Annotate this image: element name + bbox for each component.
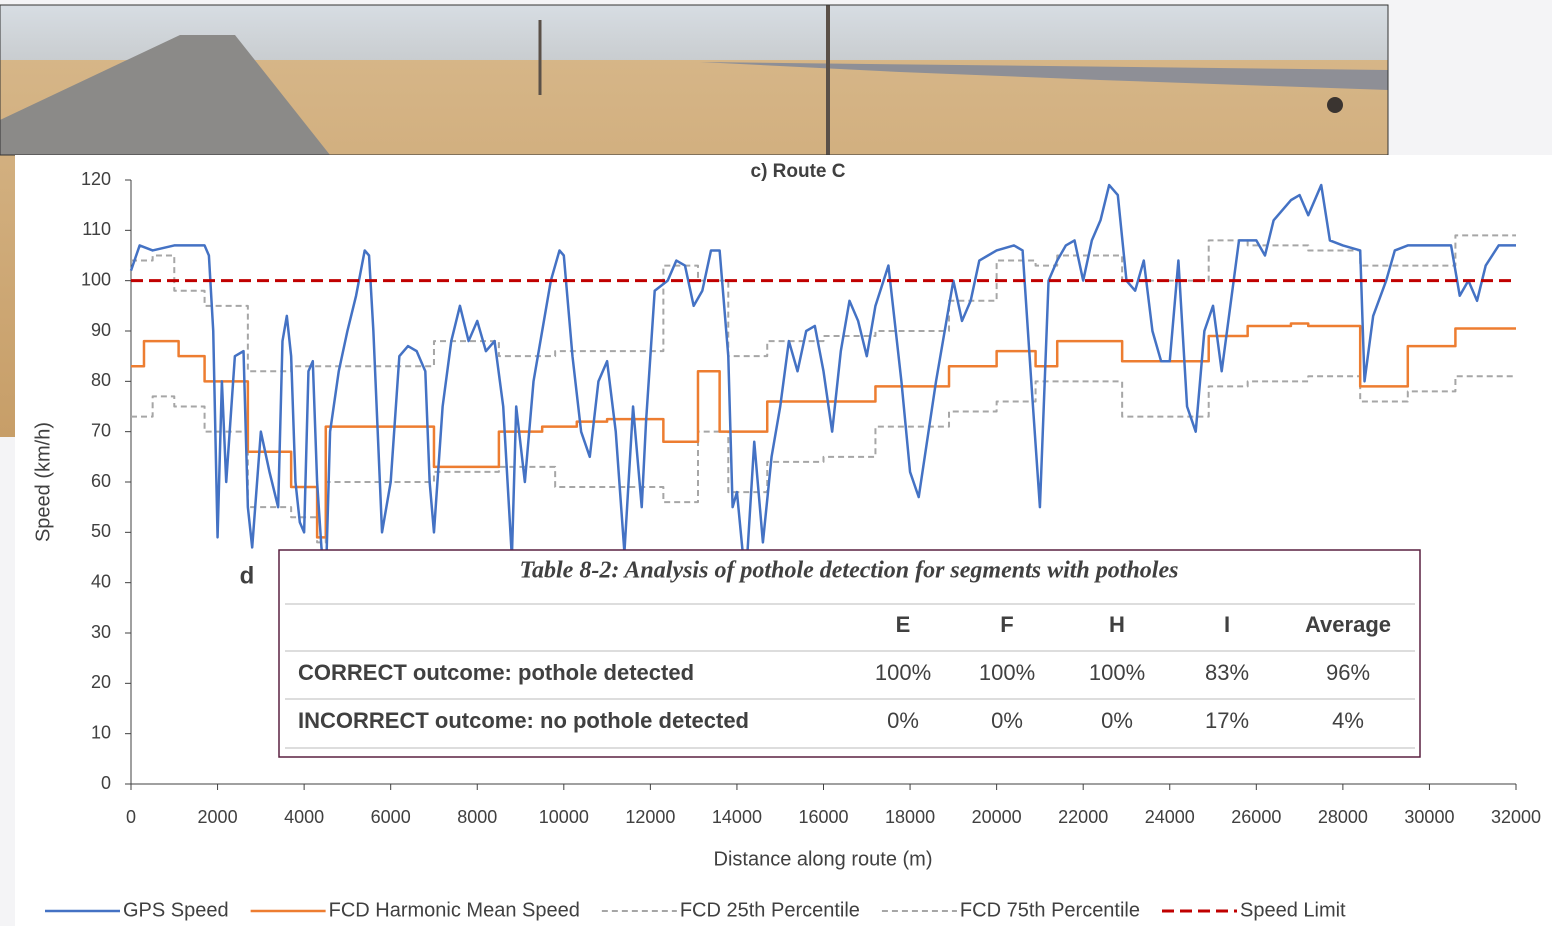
table-cell: 0% xyxy=(991,708,1023,733)
table-row-label: CORRECT outcome: pothole detected xyxy=(298,660,694,685)
legend-label: GPS Speed xyxy=(123,899,229,921)
x-tick-label: 18000 xyxy=(885,807,935,827)
legend-label: FCD 75th Percentile xyxy=(960,899,1140,921)
x-tick-label: 10000 xyxy=(539,807,589,827)
table-header-cell: F xyxy=(1000,612,1013,637)
legend-label: FCD 25th Percentile xyxy=(680,899,860,921)
table-header-cell: E xyxy=(896,612,911,637)
x-tick-label: 6000 xyxy=(371,807,411,827)
x-tick-label: 2000 xyxy=(198,807,238,827)
chart-title: c) Route C xyxy=(751,161,846,182)
table-overlay: d Table 8-2: Analysis of pothole detecti… xyxy=(240,550,1420,757)
table-cell: 100% xyxy=(979,660,1035,685)
y-tick-label: 50 xyxy=(91,521,111,541)
x-tick-label: 24000 xyxy=(1145,807,1195,827)
table-cell: 96% xyxy=(1326,660,1370,685)
y-tick-label: 70 xyxy=(91,420,111,440)
table-header-cell: I xyxy=(1224,612,1230,637)
y-tick-label: 20 xyxy=(91,672,111,692)
x-tick-label: 22000 xyxy=(1058,807,1108,827)
x-tick-label: 0 xyxy=(126,807,136,827)
y-tick-label: 120 xyxy=(81,169,111,189)
x-tick-label: 32000 xyxy=(1491,807,1541,827)
table-header-cell: H xyxy=(1109,612,1125,637)
x-tick-label: 8000 xyxy=(457,807,497,827)
y-tick-label: 40 xyxy=(91,571,111,591)
y-tick-label: 100 xyxy=(81,269,111,289)
y-tick-label: 90 xyxy=(91,320,111,340)
table-header-cell: Average xyxy=(1305,612,1391,637)
x-tick-label: 12000 xyxy=(625,807,675,827)
table-title: Table 8-2: Analysis of pothole detection… xyxy=(520,558,1179,584)
x-tick-label: 4000 xyxy=(284,807,324,827)
y-tick-label: 60 xyxy=(91,471,111,491)
table-cell: 100% xyxy=(875,660,931,685)
table-cell: 4% xyxy=(1332,708,1364,733)
legend-label: FCD Harmonic Mean Speed xyxy=(329,899,580,921)
y-tick-label: 110 xyxy=(82,219,111,239)
x-tick-label: 14000 xyxy=(712,807,762,827)
x-tick-label: 16000 xyxy=(798,807,848,827)
panel-letter: d xyxy=(240,562,255,589)
table-cell: 83% xyxy=(1205,660,1249,685)
y-axis-label: Speed (km/h) xyxy=(32,422,54,542)
y-tick-label: 0 xyxy=(101,773,111,793)
x-axis-label: Distance along route (m) xyxy=(714,848,933,870)
table-cell: 0% xyxy=(1101,708,1133,733)
y-tick-label: 80 xyxy=(91,370,111,390)
page: {"chart_data": {"type": "line", "title":… xyxy=(0,0,1552,926)
y-tick-label: 30 xyxy=(91,622,111,642)
y-tick-label: 10 xyxy=(91,722,111,742)
table-cell: 17% xyxy=(1205,708,1249,733)
x-tick-label: 30000 xyxy=(1404,807,1454,827)
table-cell: 100% xyxy=(1089,660,1145,685)
table-row-label: INCORRECT outcome: no pothole detected xyxy=(298,708,749,733)
x-tick-label: 26000 xyxy=(1231,807,1281,827)
screen: c) Route C Distance along route (m) Spee… xyxy=(0,0,1552,926)
x-tick-label: 20000 xyxy=(972,807,1022,827)
x-tick-label: 28000 xyxy=(1318,807,1368,827)
table-cell: 0% xyxy=(887,708,919,733)
legend-label: Speed Limit xyxy=(1240,899,1346,921)
